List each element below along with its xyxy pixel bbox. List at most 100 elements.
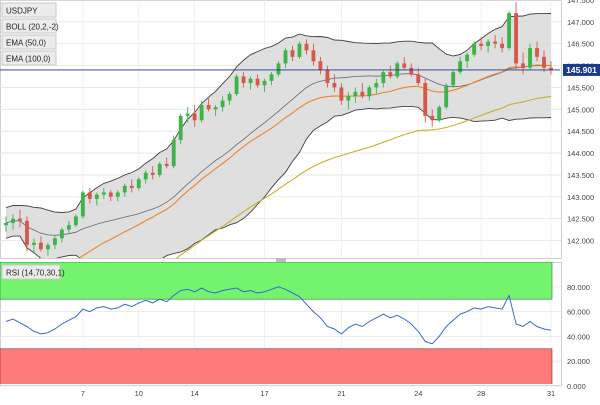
candle[interactable] [108,190,113,202]
candle[interactable] [150,166,155,180]
candle-body [437,107,442,121]
candle-body [262,80,267,86]
candle[interactable] [332,74,337,92]
rsi-label: RSI (14,70,30,1) [6,269,65,278]
candle[interactable] [339,83,344,105]
candle[interactable] [444,83,449,110]
candle[interactable] [248,76,253,90]
candle[interactable] [39,236,43,252]
candle[interactable] [136,177,141,191]
ema100-legend[interactable]: EMA (100,0) [1,50,57,66]
candle[interactable] [542,50,546,73]
pane-splitter-handle[interactable] [276,258,286,262]
boll-legend[interactable]: BOLL (20,2,-2) [1,18,59,34]
candle[interactable] [493,34,498,49]
candle[interactable] [59,227,64,243]
candle[interactable] [283,48,288,68]
candle[interactable] [423,78,428,123]
price-axis[interactable]: 147.500147.000146.500146.000145.500145.0… [567,0,594,246]
candle[interactable] [52,236,57,250]
candle[interactable] [276,61,281,77]
candle[interactable] [87,188,92,204]
candle[interactable] [185,107,190,123]
candle[interactable] [122,183,127,197]
candle[interactable] [73,214,78,228]
candle[interactable] [11,214,15,230]
candle[interactable] [318,56,323,75]
candle[interactable] [486,39,491,53]
candle-body [332,83,337,88]
candle[interactable] [514,2,518,70]
candle[interactable] [192,104,197,127]
candle[interactable] [374,78,379,95]
candle[interactable] [500,37,505,53]
candle[interactable] [472,41,477,57]
candle[interactable] [164,157,169,169]
candle-body [465,54,470,62]
date-tick-label: 17 [260,389,268,398]
ema100-line [175,95,552,258]
candle[interactable] [255,74,260,88]
candle[interactable] [325,65,330,88]
candle[interactable] [353,87,358,103]
candle[interactable] [101,188,106,199]
candle[interactable] [25,216,29,252]
candle-body [493,41,498,44]
candle[interactable] [234,74,239,97]
candle[interactable] [388,65,393,79]
price-tick-label: 147.000 [567,18,594,27]
candle[interactable] [458,56,463,75]
candle[interactable] [213,104,218,116]
candle[interactable] [437,104,442,123]
candle[interactable] [304,39,309,55]
candle[interactable] [549,61,553,75]
candle[interactable] [297,41,302,60]
candle[interactable] [80,190,85,219]
candle[interactable] [46,242,50,256]
candle[interactable] [262,78,267,92]
candle[interactable] [18,209,22,228]
candle[interactable] [32,238,36,254]
rsi-legend[interactable]: RSI (14,70,30,1) [1,264,65,280]
candle[interactable] [143,170,148,184]
rsi-tick-label: 20.000 [567,357,590,366]
candle[interactable] [479,37,484,51]
rsi-axis[interactable]: 80.000 60.000 40.000 20.000 0.000 [567,283,590,391]
candle[interactable] [178,113,183,145]
candle[interactable] [311,43,316,66]
candle[interactable] [465,52,470,68]
candle-body [101,192,106,195]
symbol-legend[interactable]: USDJPY [1,2,57,18]
candle[interactable] [115,190,120,202]
candle[interactable] [66,220,71,234]
ema50-legend[interactable]: EMA (50,0) [1,34,57,50]
candle[interactable] [269,72,274,86]
candle[interactable] [227,91,232,105]
candle[interactable] [171,135,176,169]
candle[interactable] [4,216,8,232]
candle[interactable] [129,179,134,193]
candle[interactable] [206,98,211,112]
candle[interactable] [157,161,162,178]
candle[interactable] [367,85,372,101]
candle[interactable] [451,69,456,88]
candle[interactable] [381,69,386,88]
candle[interactable] [94,192,99,206]
candle-body [66,225,71,230]
candle[interactable] [402,56,407,70]
candle[interactable] [521,52,525,75]
candle[interactable] [360,83,365,99]
candle[interactable] [346,91,351,110]
candle[interactable] [220,96,225,112]
date-axis[interactable]: 7 10 14 17 21 24 28 31 [81,389,555,398]
candle[interactable] [528,43,532,70]
candle[interactable] [416,67,421,86]
price-tick-label: 144.000 [567,149,594,158]
candle[interactable] [290,45,295,62]
candle[interactable] [535,41,539,62]
candle[interactable] [507,10,511,51]
price-tick-label: 143.500 [567,171,594,180]
candle[interactable] [241,72,246,88]
candle[interactable] [430,109,435,127]
candle[interactable] [199,100,204,123]
